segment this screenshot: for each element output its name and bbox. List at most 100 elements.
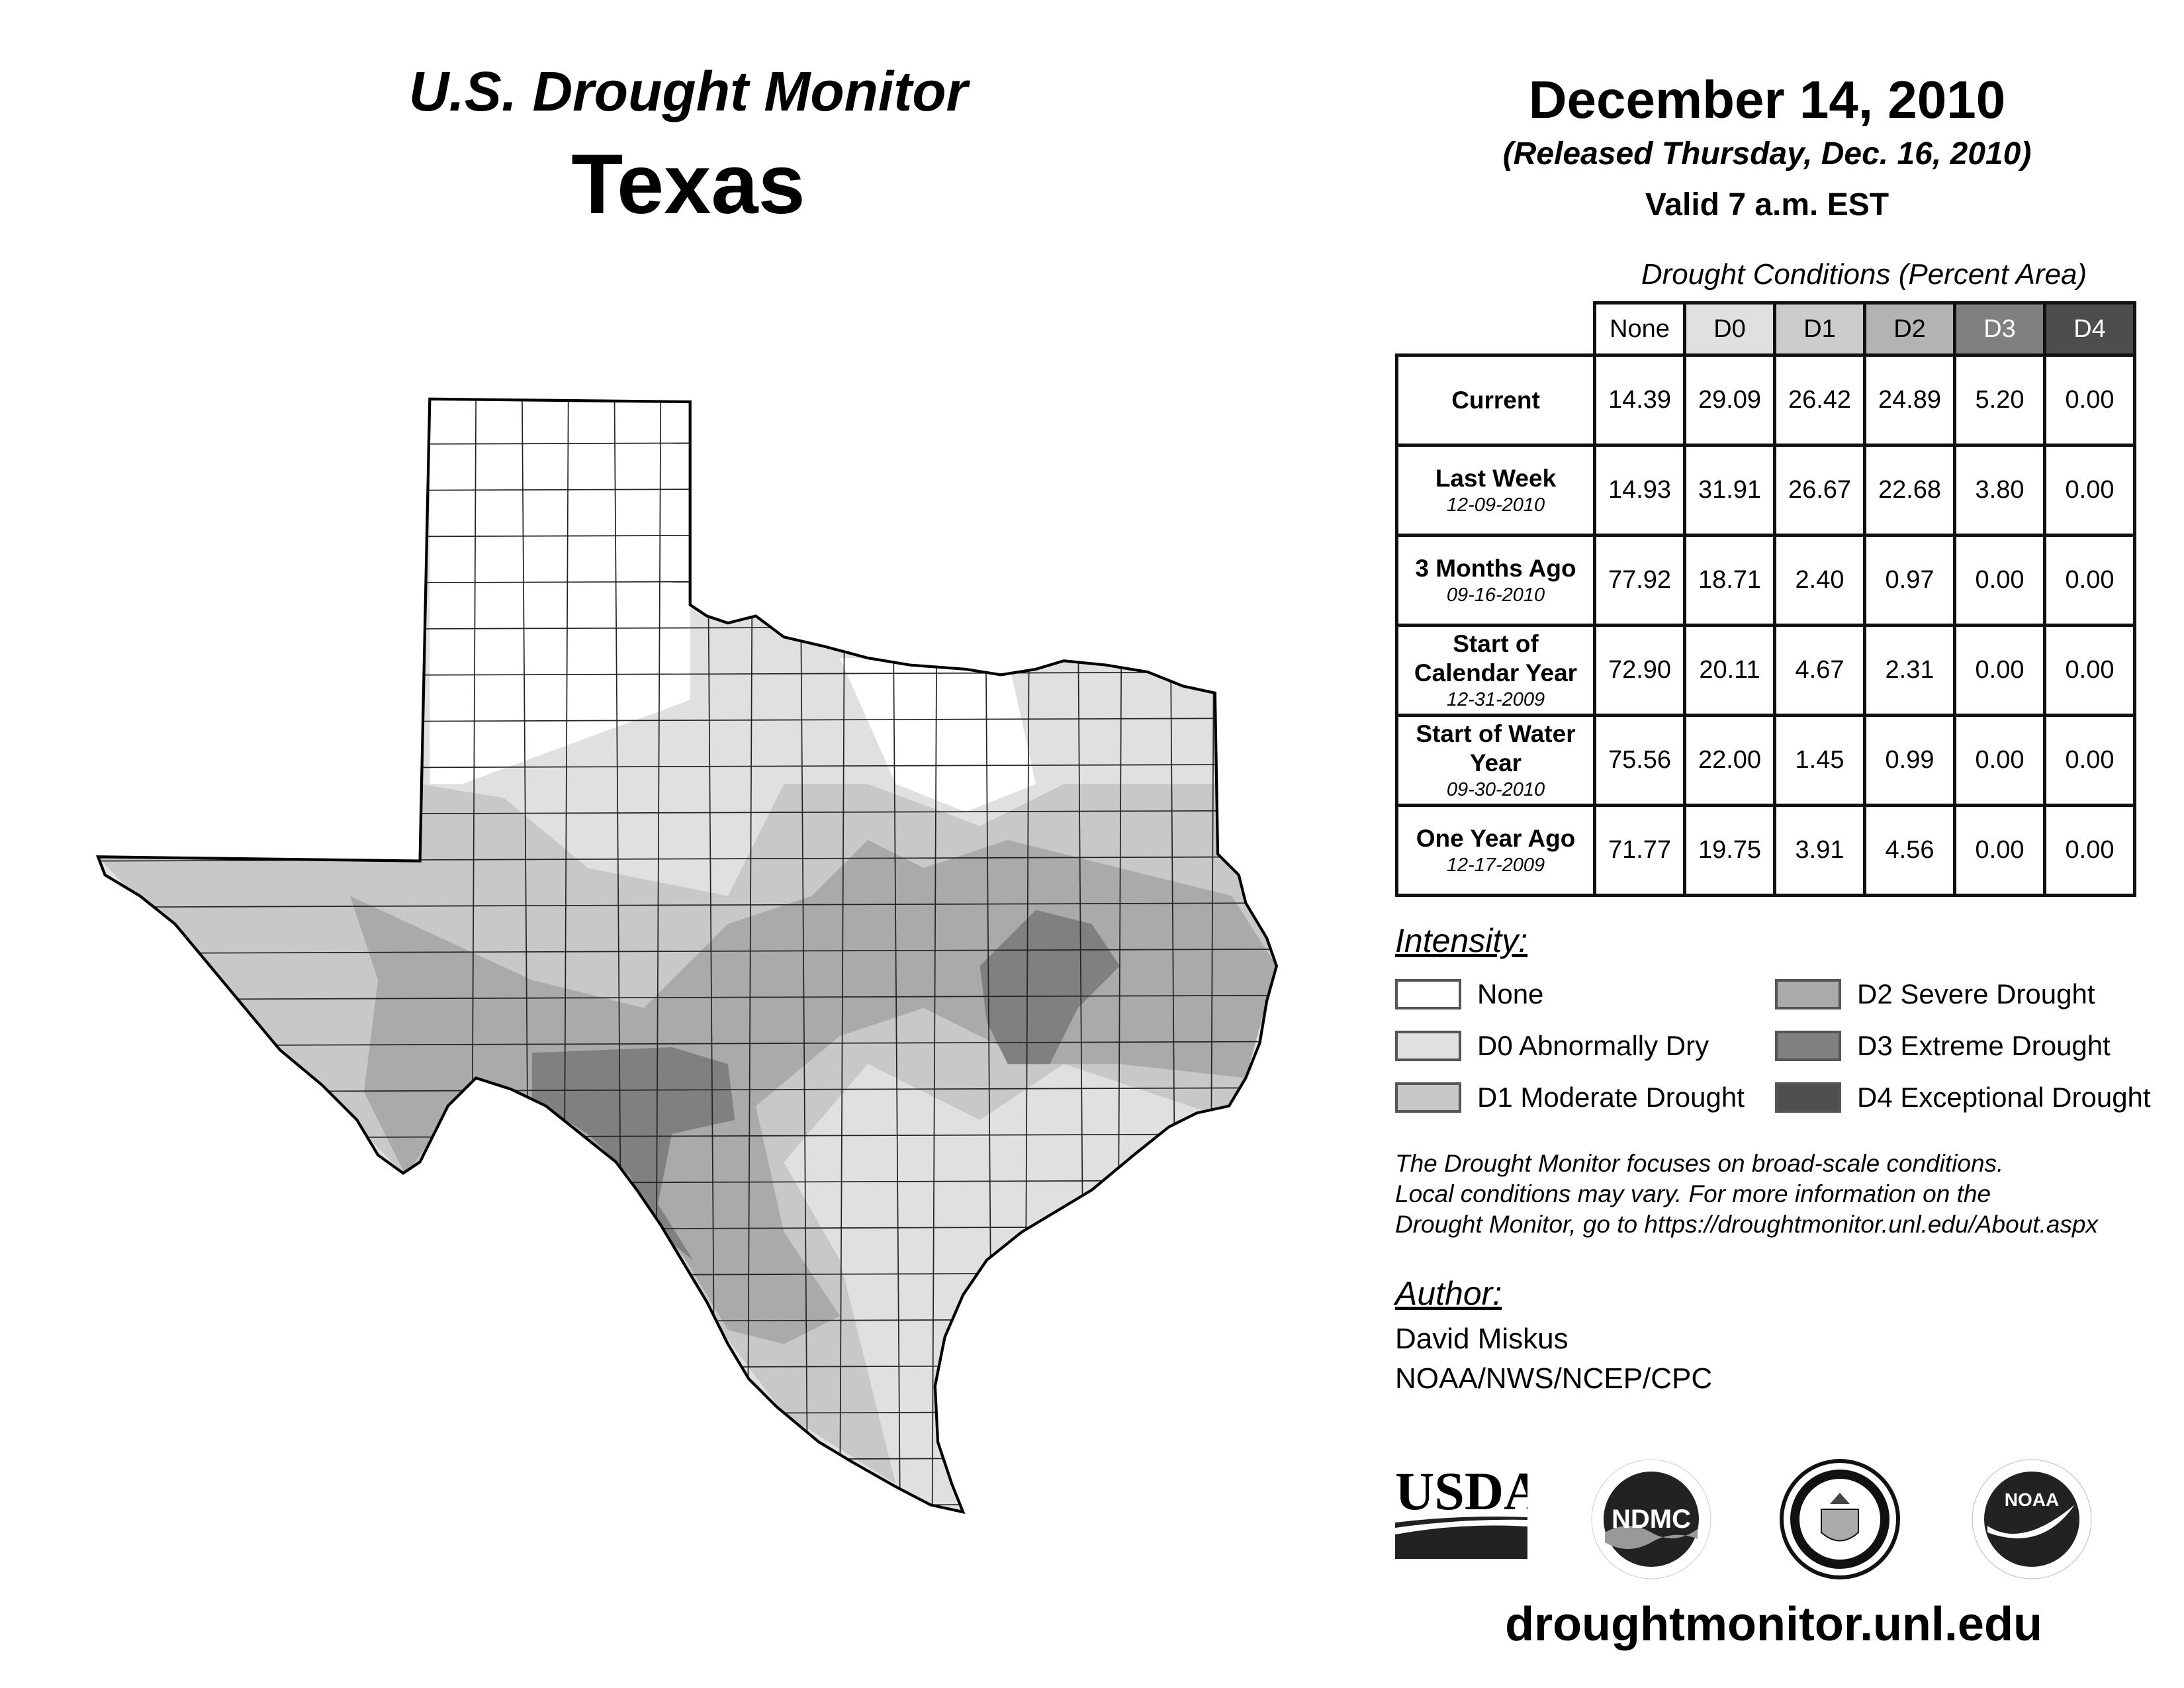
column-header-d3: D3	[1953, 301, 2046, 357]
disclaimer-line: Drought Monitor, go to https://droughtmo…	[1395, 1211, 2098, 1238]
table-cell: 0.00	[2043, 714, 2136, 807]
table-cell: 0.00	[2043, 353, 2136, 447]
row-date: 12-09-2010	[1446, 494, 1545, 516]
legend-swatch	[1775, 1082, 1841, 1113]
author-name: David Miskus	[1395, 1323, 1569, 1355]
texas-drought-map	[0, 0, 1324, 1589]
legend-swatch	[1775, 1031, 1841, 1061]
table-cell: 77.92	[1593, 534, 1686, 627]
table-cell: 71.77	[1593, 804, 1686, 897]
table-row: One Year Ago 12-17-2009 71.77 19.75 3.91 4.56…	[1395, 804, 2136, 897]
header-blank	[1396, 303, 1595, 357]
legend-item: D1 Moderate Drought	[1395, 1082, 1745, 1113]
table-cell: 0.00	[2043, 804, 2136, 897]
row-label: Last Week 12-09-2010	[1395, 444, 1596, 537]
table-cell: 72.90	[1593, 624, 1686, 717]
svg-text:NOAA: NOAA	[2005, 1489, 2059, 1510]
legend-item: D3 Extreme Drought	[1775, 1030, 2111, 1062]
row-label-text: Current	[1451, 386, 1540, 414]
legend-swatch	[1395, 979, 1461, 1009]
table-cell: 29.09	[1683, 353, 1776, 447]
row-label-text: Start of Calendar Year	[1414, 630, 1578, 686]
author-heading: Author:	[1395, 1275, 1502, 1312]
row-date: 09-30-2010	[1446, 778, 1545, 800]
d3-area-west	[531, 1047, 735, 1260]
table-cell: 4.56	[1863, 804, 1956, 897]
row-date: 09-16-2010	[1446, 584, 1545, 606]
legend-label: D1 Moderate Drought	[1477, 1082, 1745, 1113]
legend-swatch	[1395, 1031, 1461, 1061]
row-label-text: 3 Months Ago	[1415, 554, 1576, 582]
table-cell: 0.00	[2043, 444, 2136, 537]
table-caption: Drought Conditions (Percent Area)	[1641, 258, 2087, 291]
row-label-text: One Year Ago	[1416, 824, 1576, 852]
table-cell: 3.80	[1953, 444, 2046, 537]
legend-label: D4 Exceptional Drought	[1857, 1082, 2151, 1113]
d3-area-east	[979, 910, 1120, 1064]
table-cell: 18.71	[1683, 534, 1776, 627]
table-cell: 31.91	[1683, 444, 1776, 537]
table-row: Current 14.39 29.09 26.42 24.89 5.20 0.00	[1395, 353, 2136, 447]
table-cell: 14.39	[1593, 353, 1686, 447]
disclaimer-line: The Drought Monitor focuses on broad-sca…	[1395, 1150, 2004, 1177]
none-area	[430, 399, 690, 784]
table-cell: 2.31	[1863, 624, 1956, 717]
table-row: Start of Water Year 09-30-2010 75.56 22.00 1…	[1395, 714, 2136, 807]
column-header-d4: D4	[2043, 301, 2136, 357]
table-cell: 19.75	[1683, 804, 1776, 897]
table-cell: 0.00	[2043, 534, 2136, 627]
legend-item: D2 Severe Drought	[1775, 978, 2095, 1010]
row-label: Start of Water Year 09-30-2010	[1395, 714, 1596, 807]
row-label-text: Last Week	[1435, 464, 1557, 492]
table-cell: 0.97	[1863, 534, 1956, 627]
table-cell: 0.00	[1953, 714, 2046, 807]
table-cell: 5.20	[1953, 353, 2046, 447]
legend-label: D2 Severe Drought	[1857, 978, 2095, 1009]
table-cell: 0.00	[1953, 804, 2046, 897]
disclaimer: The Drought Monitor focuses on broad-sca…	[1395, 1149, 2184, 1240]
column-header-d2: D2	[1863, 301, 1956, 357]
row-label: Current	[1395, 353, 1596, 447]
map-title: U.S. Drought Monitor	[408, 60, 968, 122]
release-date: (Released Thursday, Dec. 16, 2010)	[1502, 136, 2032, 171]
table-row: Start of Calendar Year 12-31-2009 72.90 20.…	[1395, 624, 2136, 717]
table-header-row: None D0 D1 D2 D3 D4	[1396, 301, 2136, 357]
author-org: NOAA/NWS/NCEP/CPC	[1395, 1362, 1713, 1395]
table-cell: 3.91	[1773, 804, 1866, 897]
table-cell: 1.45	[1773, 714, 1866, 807]
svg-text:NDMC: NDMC	[1612, 1505, 1691, 1534]
ndmc-logo: NDMC	[1591, 1459, 1711, 1579]
legend-label: None	[1477, 978, 1544, 1009]
row-label: 3 Months Ago 09-16-2010	[1395, 534, 1596, 627]
drought-conditions-table: None D0 D1 D2 D3 D4 Current 14.39 29.09 26.42 24.8…	[1395, 301, 2136, 897]
table-cell: 0.00	[1953, 624, 2046, 717]
table-row: Last Week 12-09-2010 14.93 31.91 26.67 22.68 3…	[1395, 444, 2136, 537]
table-cell: 22.68	[1863, 444, 1956, 537]
legend-label: D3 Extreme Drought	[1857, 1030, 2111, 1061]
table-cell: 26.42	[1773, 353, 1866, 447]
map-date: December 14, 2010	[1528, 70, 2006, 129]
table-cell: 2.40	[1773, 534, 1866, 627]
legend-title: Intensity:	[1395, 922, 1528, 959]
column-header-d1: D1	[1773, 301, 1866, 357]
table-cell: 24.89	[1863, 353, 1956, 447]
table-cell: 4.67	[1773, 624, 1866, 717]
row-label: One Year Ago 12-17-2009	[1395, 804, 1596, 897]
table-row: 3 Months Ago 09-16-2010 77.92 18.71 2.40 0.97…	[1395, 534, 2136, 627]
table-cell: 0.99	[1863, 714, 1956, 807]
table-cell: 26.67	[1773, 444, 1866, 537]
column-header-none: None	[1593, 301, 1686, 357]
state-name: Texas	[571, 137, 805, 232]
legend-swatch	[1775, 979, 1841, 1009]
commerce-seal	[1780, 1459, 1900, 1579]
legend-label: D0 Abnormally Dry	[1477, 1030, 1709, 1061]
footer-url[interactable]: droughtmonitor.unl.edu	[1505, 1598, 2042, 1651]
legend-item: D0 Abnormally Dry	[1395, 1030, 1709, 1062]
row-date: 12-17-2009	[1446, 854, 1545, 876]
usda-logo: USDA	[1395, 1463, 1527, 1559]
row-label: Start of Calendar Year 12-31-2009	[1395, 624, 1596, 717]
legend-item: D4 Exceptional Drought	[1775, 1082, 2151, 1113]
svg-text:USDA: USDA	[1395, 1463, 1527, 1521]
table-cell: 20.11	[1683, 624, 1776, 717]
noaa-logo: NOAA	[1972, 1459, 2092, 1579]
